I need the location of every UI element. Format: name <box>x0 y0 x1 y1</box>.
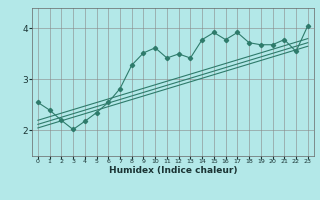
X-axis label: Humidex (Indice chaleur): Humidex (Indice chaleur) <box>108 166 237 175</box>
